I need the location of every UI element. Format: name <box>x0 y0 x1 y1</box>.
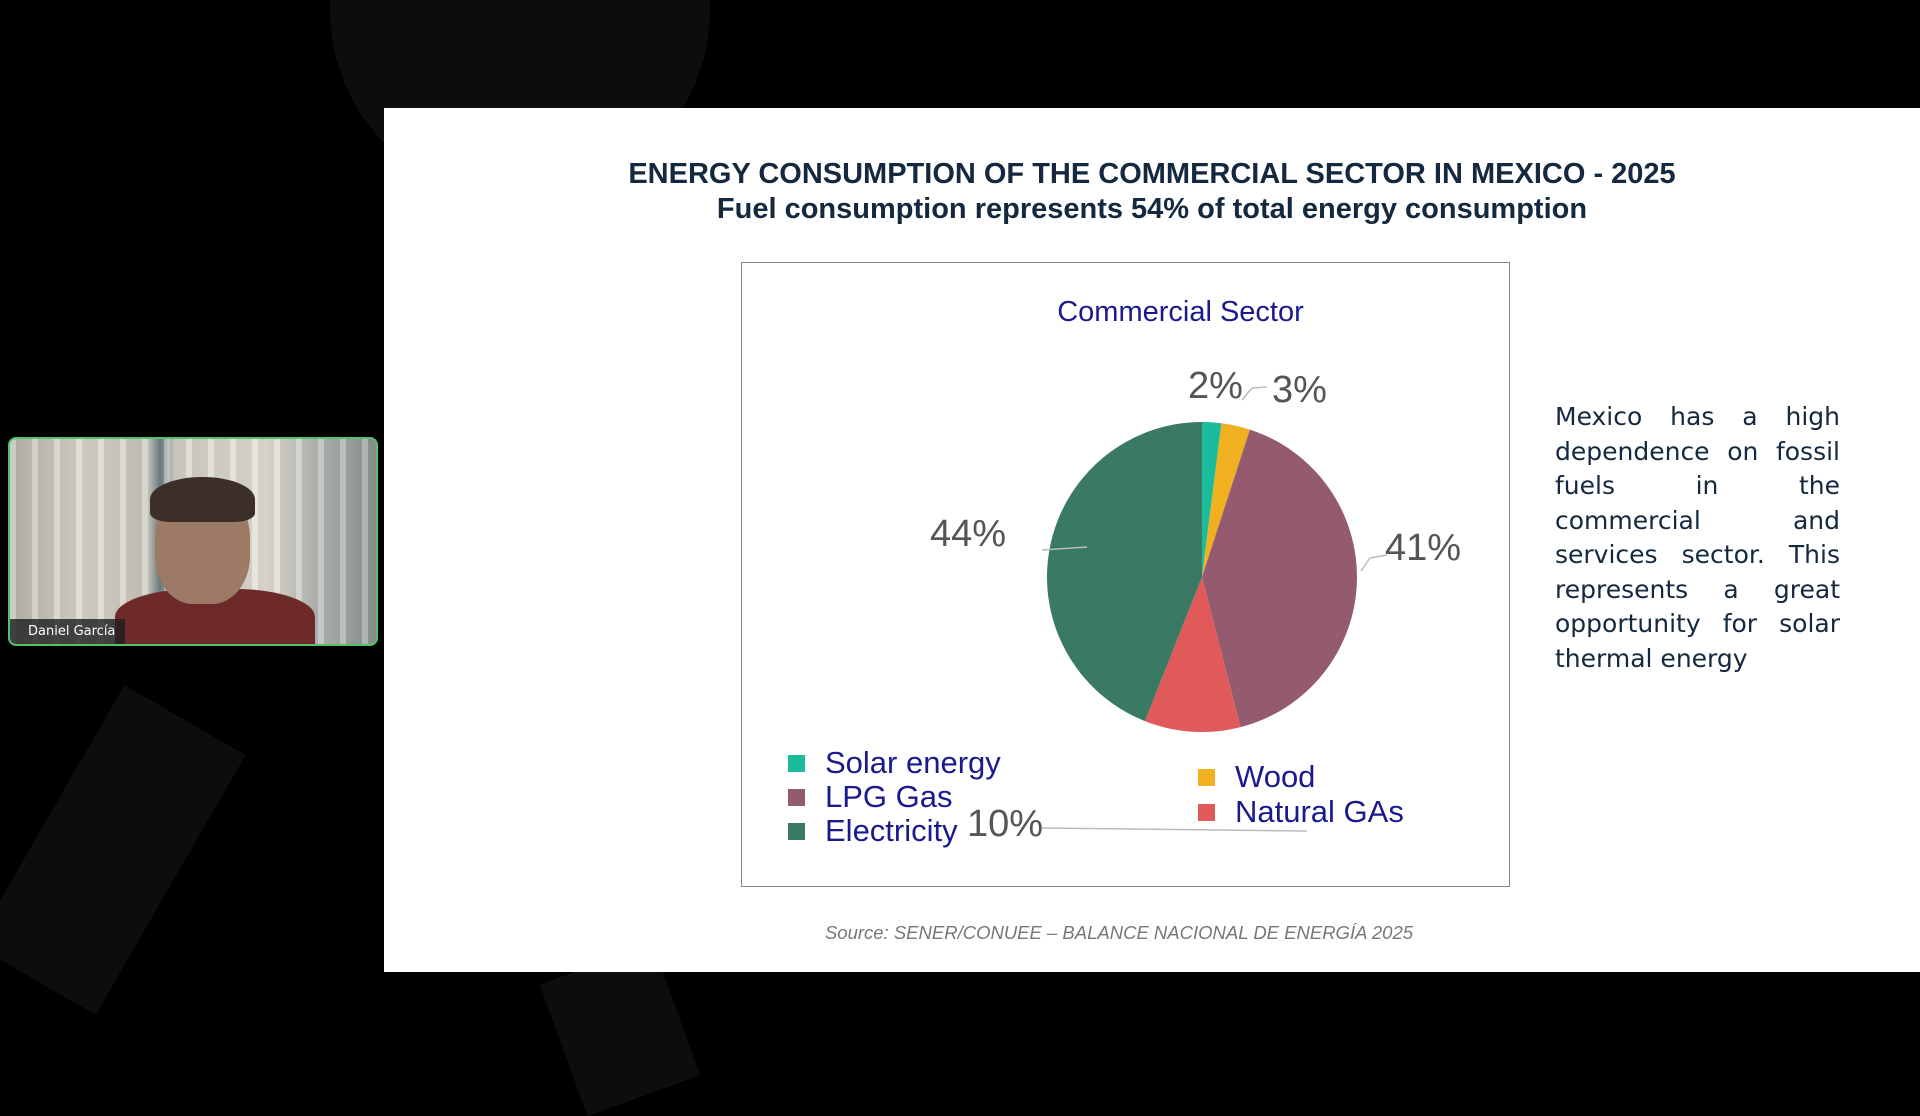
legend-swatch <box>788 788 805 806</box>
pie-chart: Commercial Sector 2% 3% 41% 10% 44% Sola… <box>741 262 1510 887</box>
legend-swatch <box>1198 803 1215 821</box>
participant-video <box>150 477 255 522</box>
legend-swatch <box>1198 768 1215 786</box>
legend-item-wood: Wood <box>1198 759 1315 795</box>
source-citation: Source: SENER/CONUEE – BALANCE NACIONAL … <box>824 922 1414 943</box>
pie-slice-lpg-gas <box>1202 429 1357 728</box>
pie-svg <box>1041 386 1388 832</box>
legend-swatch <box>788 754 805 772</box>
presentation-slide: ENERGY CONSUMPTION OF THE COMMERCIAL SEC… <box>384 108 1920 972</box>
participant-name: Daniel García <box>10 619 126 644</box>
pie-slice-solar-energy <box>1202 422 1222 577</box>
data-label-solar: 2% <box>1188 365 1243 407</box>
pie-slice-natural-gas <box>1144 577 1241 732</box>
legend-item-natural-gas: Natural GAs <box>1198 794 1404 830</box>
pie-slice-electricity <box>1047 422 1202 722</box>
data-label-natural-gas: 10% <box>967 803 1044 845</box>
legend-swatch <box>788 822 805 840</box>
side-text: Mexico has a high dependence on fossil f… <box>1555 402 1840 673</box>
leader-line <box>1360 554 1388 572</box>
background-shape <box>0 685 246 1015</box>
leader-lines <box>1041 386 1388 832</box>
data-label-wood: 3% <box>1272 369 1327 411</box>
data-label-electricity: 44% <box>930 513 1007 555</box>
pie-slice-wood <box>1202 423 1250 577</box>
chart-title: Commercial Sector <box>1057 296 1304 328</box>
leader-line <box>1241 386 1268 401</box>
slide-subtitle: Fuel consumption represents 54% of total… <box>716 193 1588 225</box>
legend-item-solar: Solar energy <box>788 745 1001 781</box>
leader-line <box>1041 546 1088 551</box>
participant-video-tile[interactable]: Daniel García <box>8 437 378 646</box>
data-label-lpg: 41% <box>1385 527 1462 569</box>
slide-title: ENERGY CONSUMPTION OF THE COMMERCIAL SEC… <box>628 158 1676 190</box>
leader-line <box>1041 827 1308 832</box>
legend-item-lpg: LPG Gas <box>788 779 953 815</box>
legend-item-electricity: Electricity <box>788 813 958 849</box>
